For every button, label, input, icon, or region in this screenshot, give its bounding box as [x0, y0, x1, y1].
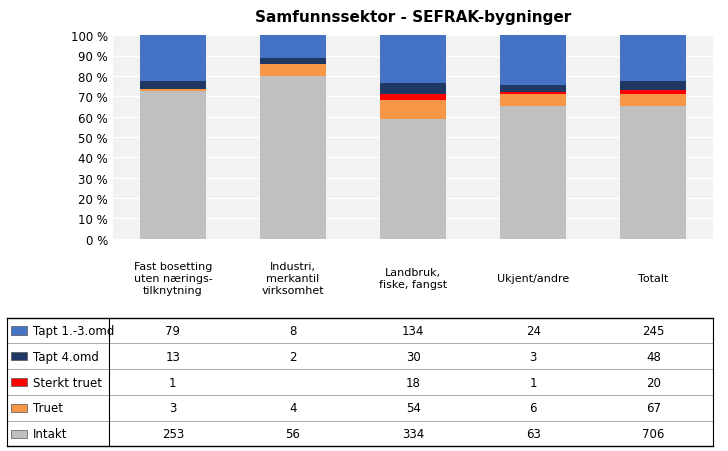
Text: 134: 134: [402, 324, 424, 337]
Bar: [140, 90, 206, 92]
Text: Sterkt truet: Sterkt truet: [33, 376, 102, 389]
Text: Totalt: Totalt: [638, 273, 668, 283]
Text: Fast bosetting
uten nærings-
tilknytning: Fast bosetting uten nærings- tilknytning: [133, 262, 213, 295]
Bar: [500, 36, 566, 86]
Bar: [380, 36, 446, 84]
Title: Samfunnssektor - SEFRAK-bygninger: Samfunnssektor - SEFRAK-bygninger: [255, 10, 571, 25]
Text: 48: 48: [646, 350, 661, 363]
Bar: [620, 36, 687, 82]
Text: 8: 8: [289, 324, 297, 337]
Bar: [620, 107, 687, 239]
Bar: [380, 101, 446, 120]
Bar: [260, 36, 326, 59]
Text: 20: 20: [646, 376, 661, 389]
Text: 54: 54: [405, 401, 421, 414]
Bar: [260, 65, 326, 77]
Bar: [140, 92, 206, 239]
Bar: [260, 77, 326, 239]
Bar: [380, 120, 446, 239]
Text: Ukjent/andre: Ukjent/andre: [497, 273, 569, 283]
Text: 30: 30: [405, 350, 421, 363]
Text: Tapt 4.omd: Tapt 4.omd: [33, 350, 98, 363]
Text: 334: 334: [402, 427, 424, 440]
Text: 18: 18: [405, 376, 421, 389]
Bar: [620, 95, 687, 107]
Text: 13: 13: [165, 350, 181, 363]
Text: Industri,
merkantil
virksomhet: Industri, merkantil virksomhet: [261, 262, 325, 295]
Text: 245: 245: [642, 324, 665, 337]
Text: 2: 2: [289, 350, 297, 363]
Text: 1: 1: [529, 376, 537, 389]
Bar: [380, 84, 446, 94]
Text: 56: 56: [285, 427, 301, 440]
Text: 1: 1: [169, 376, 177, 389]
Text: 24: 24: [526, 324, 541, 337]
Text: 67: 67: [646, 401, 661, 414]
Bar: [500, 95, 566, 107]
Text: 4: 4: [289, 401, 297, 414]
Text: 79: 79: [165, 324, 181, 337]
Text: 63: 63: [526, 427, 541, 440]
Bar: [620, 82, 687, 91]
Bar: [140, 82, 206, 90]
Text: 3: 3: [529, 350, 537, 363]
Text: 706: 706: [642, 427, 665, 440]
Text: 3: 3: [169, 401, 177, 414]
Text: 253: 253: [162, 427, 184, 440]
Text: Tapt 1.-3.omd: Tapt 1.-3.omd: [33, 324, 114, 337]
Bar: [500, 92, 566, 95]
Bar: [620, 91, 687, 95]
Text: Landbruk,
fiske, fangst: Landbruk, fiske, fangst: [379, 268, 447, 289]
Text: 6: 6: [529, 401, 537, 414]
Bar: [140, 36, 206, 82]
Bar: [500, 86, 566, 92]
Bar: [500, 107, 566, 239]
Bar: [260, 59, 326, 65]
Bar: [380, 94, 446, 101]
Text: Intakt: Intakt: [33, 427, 67, 440]
Text: Truet: Truet: [33, 401, 63, 414]
